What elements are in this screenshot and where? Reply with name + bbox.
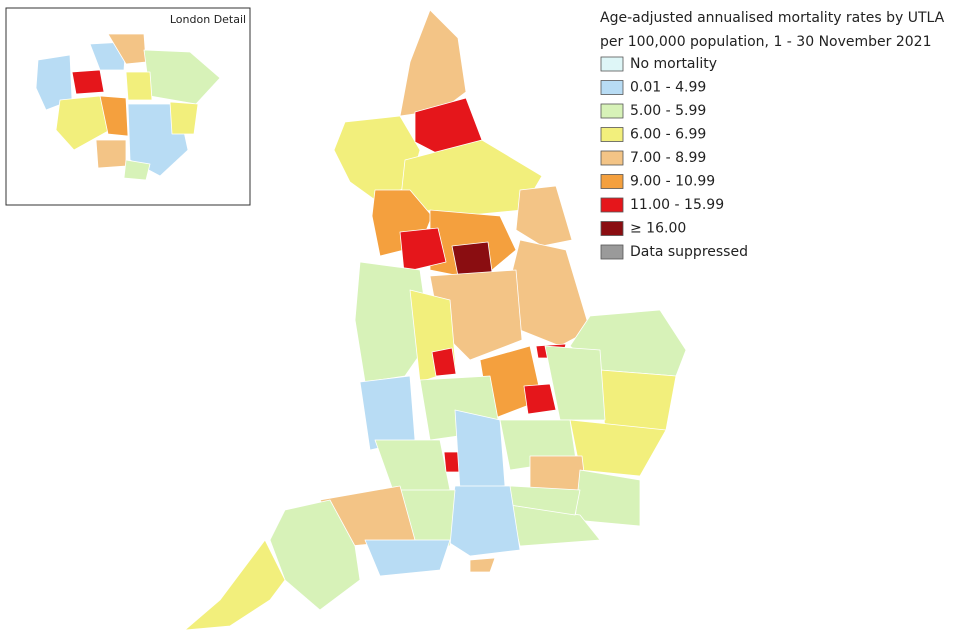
inset-title: London Detail — [170, 13, 246, 26]
legend-label: 6.00 - 6.99 — [630, 127, 706, 143]
legend-swatch — [600, 174, 624, 189]
legend-swatch — [600, 56, 624, 72]
legend-swatch — [600, 103, 624, 119]
legend-label: Data suppressed — [630, 244, 748, 260]
england-map — [184, 9, 687, 631]
legend-label: 7.00 - 8.99 — [630, 150, 706, 166]
legend-swatch — [600, 150, 624, 166]
legend-label: 0.01 - 4.99 — [630, 80, 706, 96]
legend-label: 9.00 - 10.99 — [630, 174, 715, 190]
london-inset: London Detail — [5, 7, 251, 206]
legend: Age-adjusted annualised mortality rates … — [600, 10, 945, 260]
legend-label: 11.00 - 15.99 — [630, 197, 724, 213]
legend-swatch — [600, 197, 624, 213]
legend-title-line: Age-adjusted annualised mortality rates … — [600, 10, 945, 26]
legend-swatch — [600, 127, 624, 142]
legend-swatch — [600, 80, 624, 95]
legend-label: 5.00 - 5.99 — [630, 103, 706, 119]
legend-swatch — [600, 244, 624, 260]
legend-label: ≥ 16.00 — [630, 221, 686, 237]
legend-swatch — [600, 221, 624, 236]
legend-label: No mortality — [630, 56, 717, 72]
legend-title-line: per 100,000 population, 1 - 30 November … — [600, 34, 931, 50]
